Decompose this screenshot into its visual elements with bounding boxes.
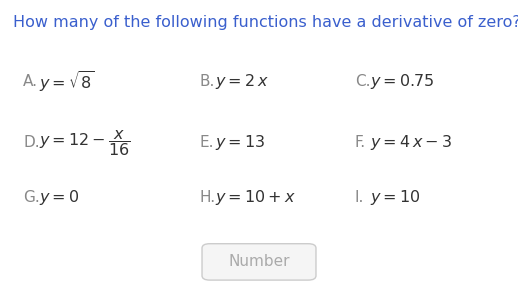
Text: $y = 0.75$: $y = 0.75$: [370, 72, 435, 91]
Text: $y = 2\,x$: $y = 2\,x$: [215, 72, 269, 91]
Text: $y = 10$: $y = 10$: [370, 188, 421, 207]
FancyBboxPatch shape: [202, 244, 316, 280]
Text: F.: F.: [355, 135, 366, 150]
Text: $y = \sqrt{8}$: $y = \sqrt{8}$: [39, 69, 94, 94]
Text: G.: G.: [23, 190, 40, 205]
Text: C.: C.: [355, 74, 370, 89]
Text: $y = 10 + x$: $y = 10 + x$: [215, 188, 296, 207]
Text: I.: I.: [355, 190, 364, 205]
Text: A.: A.: [23, 74, 38, 89]
Text: $y = 0$: $y = 0$: [39, 188, 79, 207]
Text: Number: Number: [228, 254, 290, 269]
Text: H.: H.: [199, 190, 215, 205]
Text: E.: E.: [199, 135, 214, 150]
Text: B.: B.: [199, 74, 215, 89]
Text: $y = 4\,x - 3$: $y = 4\,x - 3$: [370, 133, 453, 152]
Text: How many of the following functions have a derivative of zero?: How many of the following functions have…: [13, 15, 518, 30]
Text: $y = 13$: $y = 13$: [215, 133, 265, 152]
Text: D.: D.: [23, 135, 40, 150]
Text: $y = 12 - \dfrac{x}{16}$: $y = 12 - \dfrac{x}{16}$: [39, 127, 131, 158]
